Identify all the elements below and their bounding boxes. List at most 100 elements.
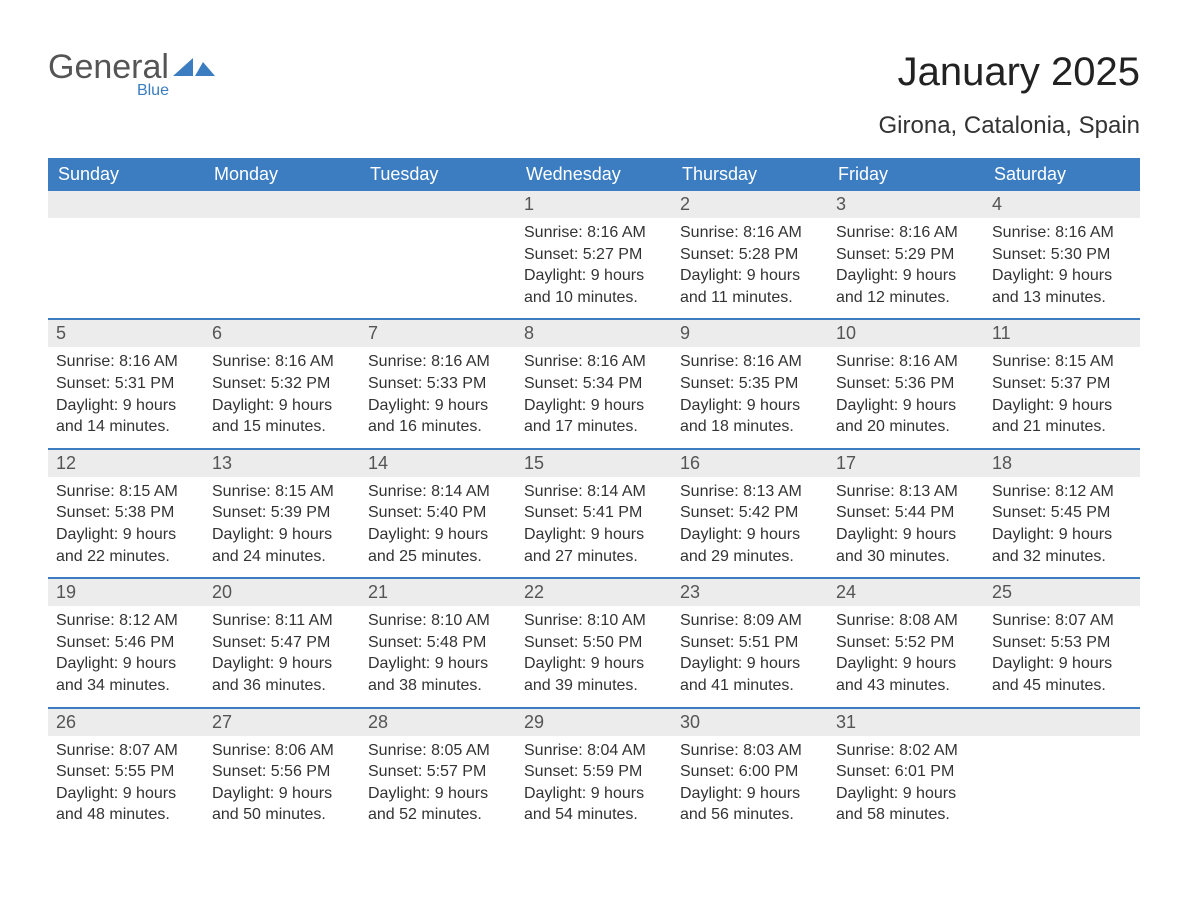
detail-sunset: Sunset: 5:36 PM bbox=[836, 373, 976, 395]
day-details: Sunrise: 8:11 AMSunset: 5:47 PMDaylight:… bbox=[204, 606, 360, 696]
detail-daylight1: Daylight: 9 hours bbox=[56, 395, 196, 417]
detail-daylight1: Daylight: 9 hours bbox=[212, 524, 352, 546]
detail-daylight2: and 24 minutes. bbox=[212, 546, 352, 568]
detail-sunrise: Sunrise: 8:16 AM bbox=[212, 351, 352, 373]
day-details: Sunrise: 8:16 AMSunset: 5:31 PMDaylight:… bbox=[48, 347, 204, 437]
detail-daylight1: Daylight: 9 hours bbox=[836, 524, 976, 546]
detail-sunrise: Sunrise: 8:16 AM bbox=[56, 351, 196, 373]
day-details: Sunrise: 8:08 AMSunset: 5:52 PMDaylight:… bbox=[828, 606, 984, 696]
calendar-cell: 11Sunrise: 8:15 AMSunset: 5:37 PMDayligh… bbox=[984, 320, 1140, 447]
detail-daylight1: Daylight: 9 hours bbox=[212, 783, 352, 805]
detail-daylight1: Daylight: 9 hours bbox=[992, 265, 1132, 287]
day-details: Sunrise: 8:16 AMSunset: 5:30 PMDaylight:… bbox=[984, 218, 1140, 308]
detail-daylight1: Daylight: 9 hours bbox=[524, 783, 664, 805]
day-number: 23 bbox=[672, 579, 828, 606]
day-number: 25 bbox=[984, 579, 1140, 606]
day-number bbox=[48, 191, 204, 218]
week-row: 5Sunrise: 8:16 AMSunset: 5:31 PMDaylight… bbox=[48, 318, 1140, 447]
detail-daylight2: and 38 minutes. bbox=[368, 675, 508, 697]
detail-daylight1: Daylight: 9 hours bbox=[524, 395, 664, 417]
calendar-cell: 1Sunrise: 8:16 AMSunset: 5:27 PMDaylight… bbox=[516, 191, 672, 318]
dow-wednesday: Wednesday bbox=[516, 158, 672, 191]
detail-sunset: Sunset: 5:57 PM bbox=[368, 761, 508, 783]
detail-sunrise: Sunrise: 8:16 AM bbox=[680, 222, 820, 244]
calendar-cell: 10Sunrise: 8:16 AMSunset: 5:36 PMDayligh… bbox=[828, 320, 984, 447]
detail-daylight2: and 58 minutes. bbox=[836, 804, 976, 826]
detail-daylight1: Daylight: 9 hours bbox=[56, 524, 196, 546]
detail-daylight1: Daylight: 9 hours bbox=[524, 653, 664, 675]
day-details: Sunrise: 8:12 AMSunset: 5:46 PMDaylight:… bbox=[48, 606, 204, 696]
weeks-container: 1Sunrise: 8:16 AMSunset: 5:27 PMDaylight… bbox=[48, 191, 1140, 836]
calendar-cell: 27Sunrise: 8:06 AMSunset: 5:56 PMDayligh… bbox=[204, 709, 360, 836]
day-number: 4 bbox=[984, 191, 1140, 218]
calendar-cell: 3Sunrise: 8:16 AMSunset: 5:29 PMDaylight… bbox=[828, 191, 984, 318]
detail-daylight1: Daylight: 9 hours bbox=[836, 653, 976, 675]
detail-daylight2: and 17 minutes. bbox=[524, 416, 664, 438]
detail-daylight2: and 32 minutes. bbox=[992, 546, 1132, 568]
detail-daylight2: and 41 minutes. bbox=[680, 675, 820, 697]
detail-daylight2: and 54 minutes. bbox=[524, 804, 664, 826]
day-details: Sunrise: 8:16 AMSunset: 5:35 PMDaylight:… bbox=[672, 347, 828, 437]
detail-sunset: Sunset: 6:00 PM bbox=[680, 761, 820, 783]
detail-daylight1: Daylight: 9 hours bbox=[992, 653, 1132, 675]
page: General Blue January 2025 Girona, Catalo… bbox=[0, 0, 1188, 876]
detail-daylight2: and 52 minutes. bbox=[368, 804, 508, 826]
day-details bbox=[204, 218, 360, 222]
detail-daylight2: and 34 minutes. bbox=[56, 675, 196, 697]
detail-daylight2: and 22 minutes. bbox=[56, 546, 196, 568]
day-details: Sunrise: 8:07 AMSunset: 5:53 PMDaylight:… bbox=[984, 606, 1140, 696]
calendar-cell: 24Sunrise: 8:08 AMSunset: 5:52 PMDayligh… bbox=[828, 579, 984, 706]
detail-sunset: Sunset: 5:31 PM bbox=[56, 373, 196, 395]
calendar-cell: 18Sunrise: 8:12 AMSunset: 5:45 PMDayligh… bbox=[984, 450, 1140, 577]
detail-sunrise: Sunrise: 8:16 AM bbox=[524, 222, 664, 244]
detail-daylight1: Daylight: 9 hours bbox=[368, 783, 508, 805]
logo: General Blue bbox=[48, 50, 215, 100]
detail-sunset: Sunset: 6:01 PM bbox=[836, 761, 976, 783]
detail-daylight1: Daylight: 9 hours bbox=[680, 653, 820, 675]
detail-daylight2: and 11 minutes. bbox=[680, 287, 820, 309]
detail-sunset: Sunset: 5:42 PM bbox=[680, 502, 820, 524]
day-number: 28 bbox=[360, 709, 516, 736]
day-details: Sunrise: 8:16 AMSunset: 5:34 PMDaylight:… bbox=[516, 347, 672, 437]
detail-sunset: Sunset: 5:47 PM bbox=[212, 632, 352, 654]
calendar-cell: 28Sunrise: 8:05 AMSunset: 5:57 PMDayligh… bbox=[360, 709, 516, 836]
day-details bbox=[48, 218, 204, 222]
day-details bbox=[984, 736, 1140, 740]
detail-sunset: Sunset: 5:46 PM bbox=[56, 632, 196, 654]
week-row: 12Sunrise: 8:15 AMSunset: 5:38 PMDayligh… bbox=[48, 448, 1140, 577]
detail-sunset: Sunset: 5:35 PM bbox=[680, 373, 820, 395]
calendar-cell: 23Sunrise: 8:09 AMSunset: 5:51 PMDayligh… bbox=[672, 579, 828, 706]
page-title: January 2025 bbox=[879, 50, 1141, 94]
detail-daylight2: and 50 minutes. bbox=[212, 804, 352, 826]
detail-daylight1: Daylight: 9 hours bbox=[212, 653, 352, 675]
day-details bbox=[360, 218, 516, 222]
logo-text-block: General Blue bbox=[48, 50, 169, 100]
detail-daylight1: Daylight: 9 hours bbox=[836, 783, 976, 805]
day-details: Sunrise: 8:14 AMSunset: 5:41 PMDaylight:… bbox=[516, 477, 672, 567]
week-row: 19Sunrise: 8:12 AMSunset: 5:46 PMDayligh… bbox=[48, 577, 1140, 706]
dow-monday: Monday bbox=[204, 158, 360, 191]
dow-friday: Friday bbox=[828, 158, 984, 191]
day-number: 26 bbox=[48, 709, 204, 736]
calendar-cell: 19Sunrise: 8:12 AMSunset: 5:46 PMDayligh… bbox=[48, 579, 204, 706]
calendar-cell: 21Sunrise: 8:10 AMSunset: 5:48 PMDayligh… bbox=[360, 579, 516, 706]
detail-daylight2: and 39 minutes. bbox=[524, 675, 664, 697]
day-details: Sunrise: 8:15 AMSunset: 5:37 PMDaylight:… bbox=[984, 347, 1140, 437]
detail-sunrise: Sunrise: 8:16 AM bbox=[524, 351, 664, 373]
day-number: 9 bbox=[672, 320, 828, 347]
detail-sunset: Sunset: 5:28 PM bbox=[680, 244, 820, 266]
day-details: Sunrise: 8:12 AMSunset: 5:45 PMDaylight:… bbox=[984, 477, 1140, 567]
detail-sunrise: Sunrise: 8:15 AM bbox=[212, 481, 352, 503]
detail-daylight1: Daylight: 9 hours bbox=[368, 524, 508, 546]
day-number: 11 bbox=[984, 320, 1140, 347]
calendar-cell bbox=[204, 191, 360, 318]
week-row: 26Sunrise: 8:07 AMSunset: 5:55 PMDayligh… bbox=[48, 707, 1140, 836]
calendar-cell: 9Sunrise: 8:16 AMSunset: 5:35 PMDaylight… bbox=[672, 320, 828, 447]
day-details: Sunrise: 8:13 AMSunset: 5:42 PMDaylight:… bbox=[672, 477, 828, 567]
day-number: 2 bbox=[672, 191, 828, 218]
day-details: Sunrise: 8:05 AMSunset: 5:57 PMDaylight:… bbox=[360, 736, 516, 826]
day-number: 6 bbox=[204, 320, 360, 347]
day-number: 20 bbox=[204, 579, 360, 606]
detail-sunset: Sunset: 5:45 PM bbox=[992, 502, 1132, 524]
day-details: Sunrise: 8:16 AMSunset: 5:33 PMDaylight:… bbox=[360, 347, 516, 437]
